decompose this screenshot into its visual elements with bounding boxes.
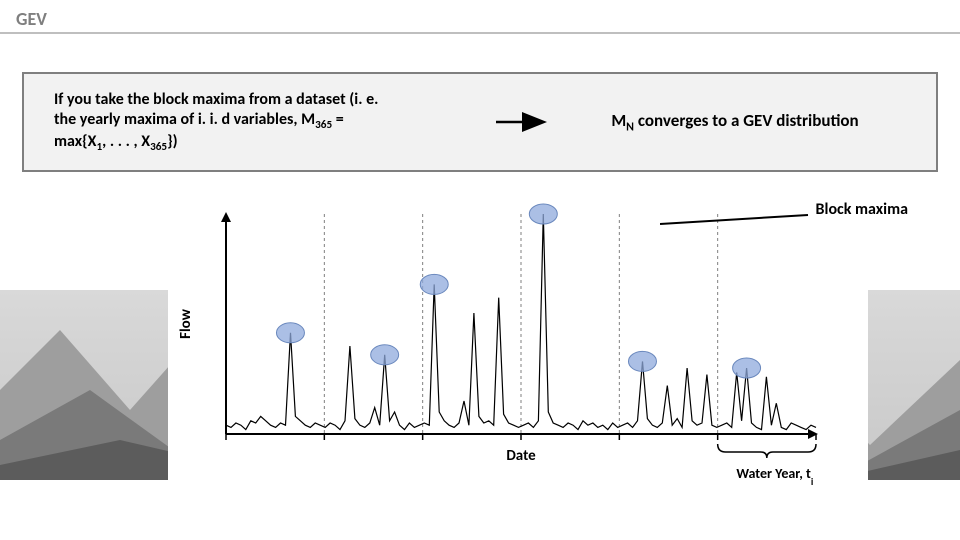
info-right-post: converges to a GEV distribution [634,110,859,131]
info-left-l2sub: 365 [315,118,332,132]
flow-chart: Flow Date Water Year, ti [168,196,868,486]
info-left: If you take the block maxima from a data… [54,90,484,154]
info-right-pre: M [611,110,626,131]
info-right-sub: N [626,120,634,134]
flow-chart-svg: Flow Date Water Year, ti [168,196,868,486]
info-left-l3a: max{X [54,132,96,151]
info-right: MN converges to a GEV distribution [564,110,906,134]
page-title: GEV [16,8,47,30]
info-left-l3c: }) [167,132,177,151]
info-left-l3sub2: 365 [150,140,167,154]
svg-text:Date: Date [506,447,536,465]
svg-text:Flow: Flow [177,308,195,339]
arrow-right-icon [494,110,554,134]
info-left-l1: If you take the block maxima from a data… [54,90,378,109]
arrow-wrap [484,110,564,134]
svg-text:Water Year, ti: Water Year, ti [736,465,813,486]
info-left-l2a: the yearly maxima of i. i. d variables, … [54,110,315,129]
info-left-l3b: , . . . , X [102,132,150,151]
block-maxima-leader [660,213,860,235]
info-box: If you take the block maxima from a data… [22,72,938,172]
info-left-l2b: = [332,110,344,129]
title-underline [0,32,960,34]
